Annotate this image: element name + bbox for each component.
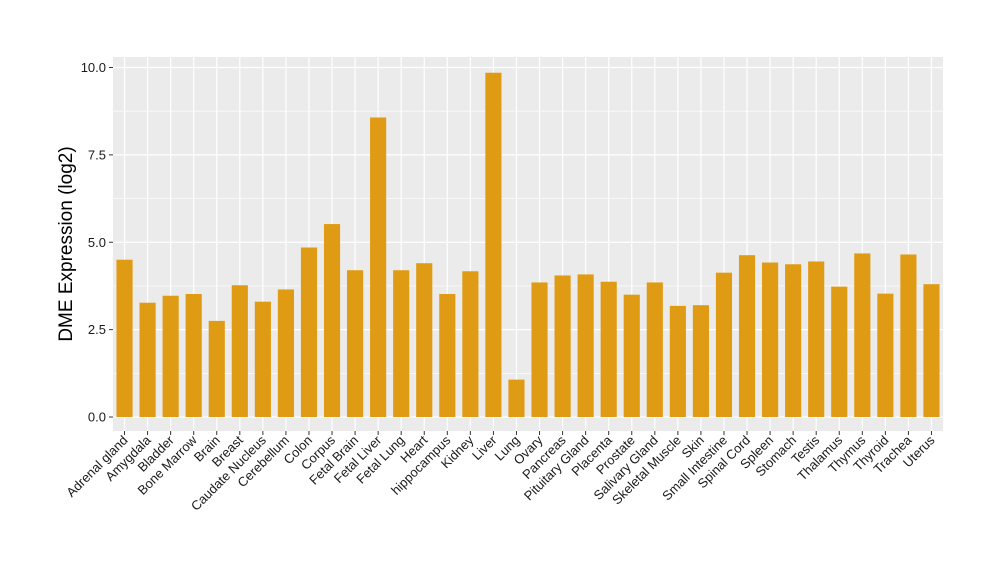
bar-caudate-nucleus (254, 301, 271, 418)
bar-fetal-brain (347, 270, 364, 418)
bar-spinal-cord (738, 255, 756, 418)
y-axis: 0.0 2.5 5.0 7.5 10.0 (81, 60, 113, 425)
bar-spleen (762, 262, 779, 418)
bar-adrenal-gland (116, 259, 133, 418)
bar-salivary-gland (646, 282, 663, 418)
bar-colon (300, 247, 318, 418)
y-tick-label: 5.0 (88, 235, 106, 250)
bar-brain (208, 320, 225, 418)
y-tick-label: 2.5 (88, 322, 106, 337)
bar-liver (485, 72, 502, 418)
bar-fetal-lung (393, 270, 410, 418)
bar-pancreas (554, 275, 571, 418)
bar-pituitary-gland (577, 274, 594, 418)
bar-skeletal-muscle (669, 305, 686, 418)
x-tick-label: Liver (469, 432, 500, 463)
bar-skin (692, 305, 709, 418)
bar-breast (231, 285, 248, 418)
bar-hippocampus (439, 293, 456, 418)
bar-amygdala (139, 302, 156, 418)
plot-panel (113, 57, 943, 431)
bar-corpus (323, 224, 341, 418)
bar-thymus (854, 253, 871, 418)
bar-testis (808, 261, 825, 418)
bars (116, 72, 940, 418)
bar-small-intestine (715, 272, 733, 418)
bar-fetal-liver (370, 117, 387, 418)
y-tick-label: 0.0 (88, 410, 106, 425)
bar-lung (508, 379, 525, 418)
bar-heart (416, 263, 433, 418)
bar-prostate (623, 294, 640, 418)
bar-trachea (900, 254, 917, 418)
bar-uterus (923, 284, 940, 418)
bar-thalamus (831, 286, 848, 418)
y-axis-title: DME Expression (log2) (56, 146, 77, 341)
bar-thyroid (877, 293, 894, 418)
bar-bladder (162, 295, 179, 418)
bar-stomach (785, 264, 802, 418)
y-tick-label: 7.5 (88, 147, 106, 162)
bar-placenta (600, 281, 617, 418)
bar-bone-marrow (185, 293, 202, 418)
y-tick-label: 10.0 (81, 60, 106, 75)
bar-kidney (462, 271, 479, 418)
bar-ovary (531, 282, 548, 418)
bar-cerebellum (277, 289, 294, 418)
